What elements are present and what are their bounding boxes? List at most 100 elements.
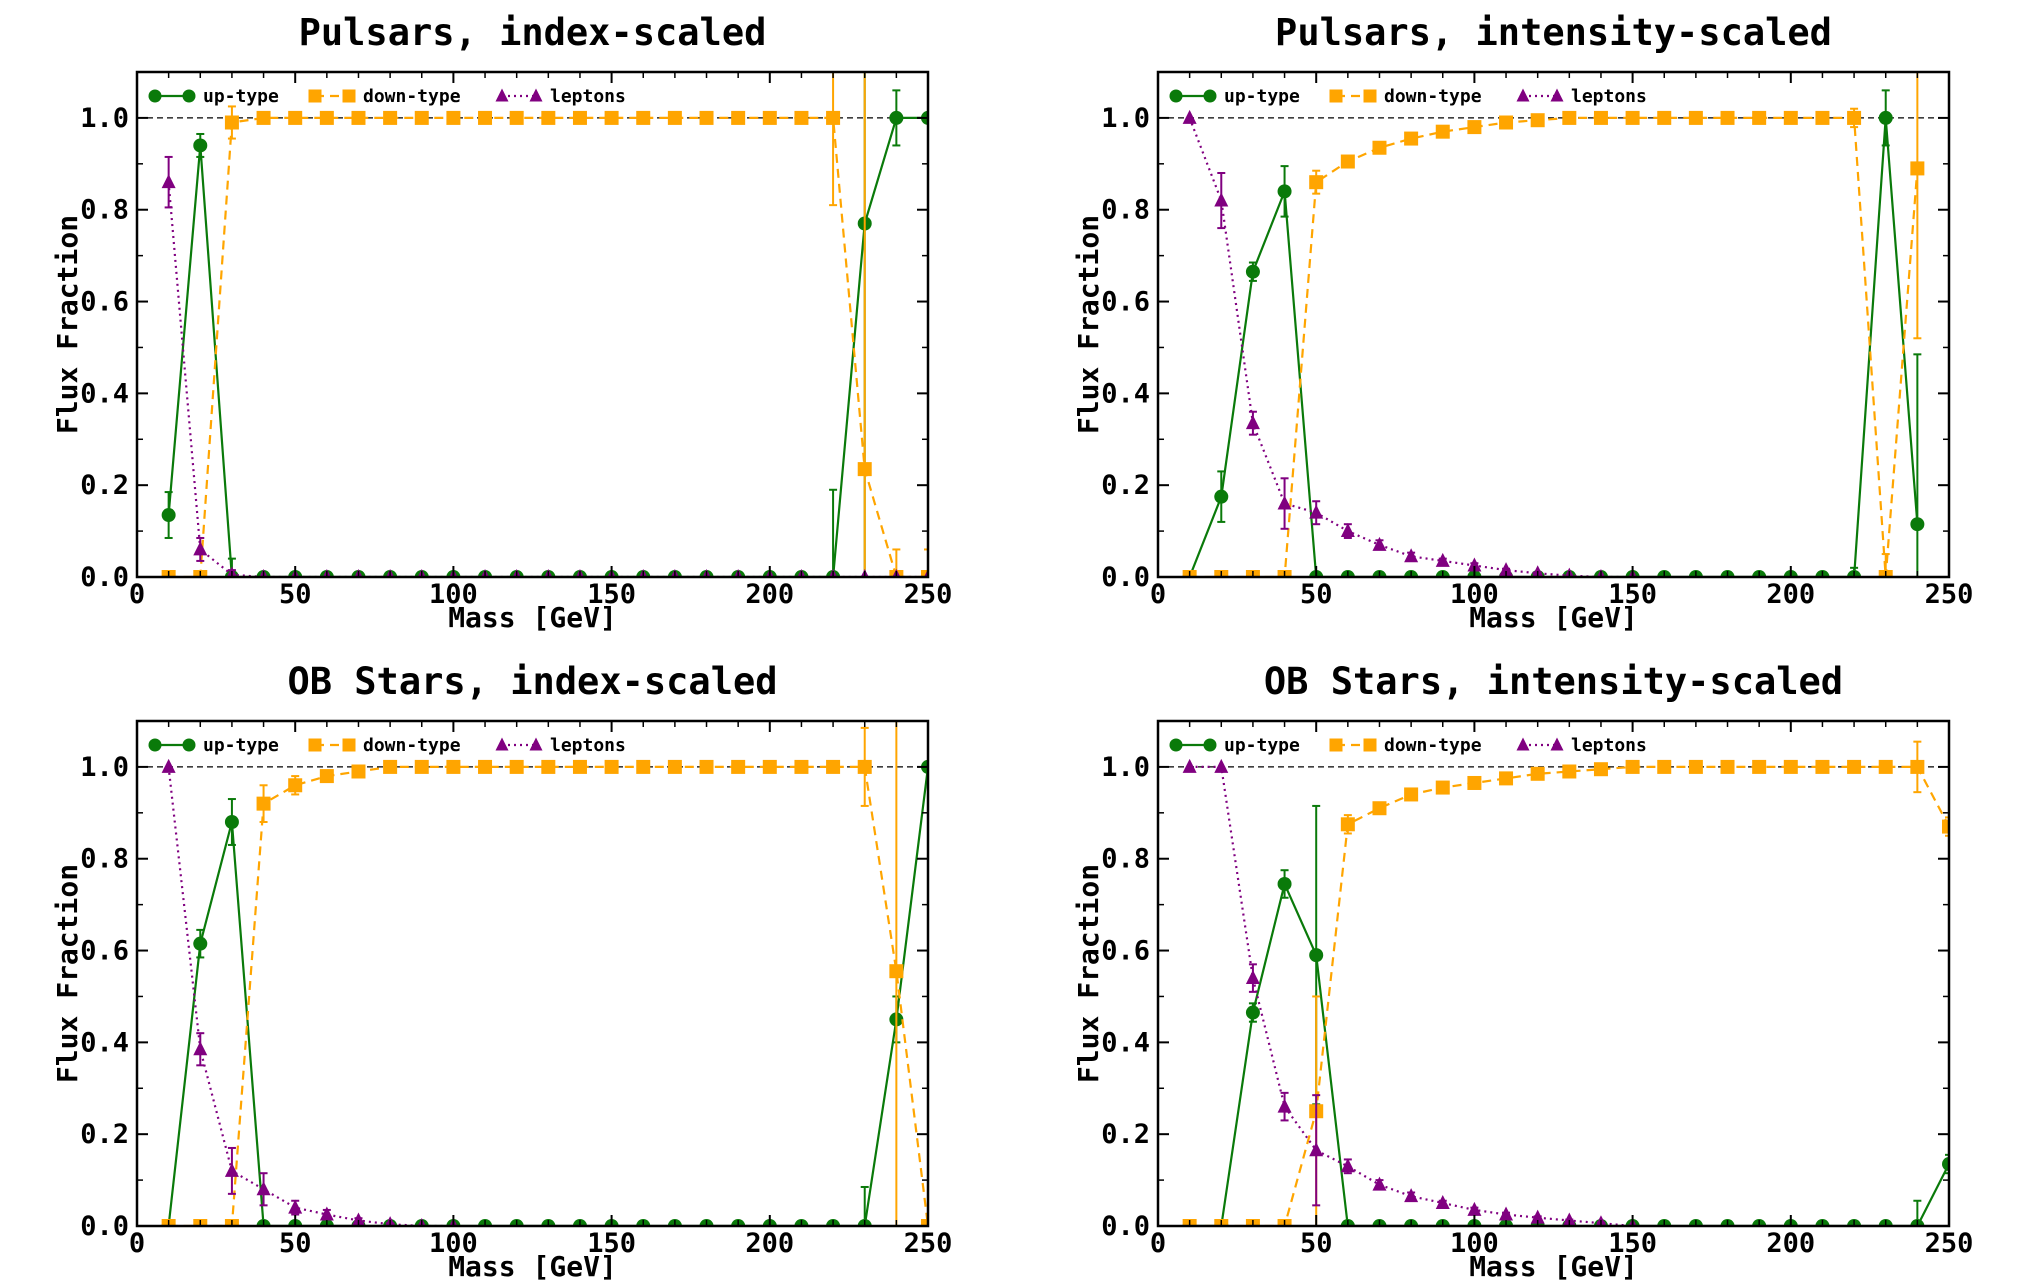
series-down: [161, 721, 928, 1226]
plot-area: [161, 72, 928, 577]
data-point: [1372, 801, 1387, 816]
x-tick-label: 100: [1450, 579, 1499, 610]
data-point: [921, 570, 928, 577]
data-point: [1340, 817, 1355, 832]
data-point: [1340, 523, 1355, 538]
legend-item-up: up-type: [148, 735, 279, 756]
data-point: [1435, 552, 1450, 567]
data-point: [319, 769, 334, 784]
legend-marker: [495, 88, 509, 102]
series-leptons: [161, 758, 458, 1226]
data-point: [1910, 161, 1925, 176]
data-point: [1530, 113, 1545, 128]
legend-label: leptons: [1571, 86, 1647, 107]
data-point: [794, 110, 809, 125]
data-point: [1783, 110, 1798, 125]
y-tick-label: 0.0: [1101, 1211, 1150, 1242]
y-tick-label: 0.6: [80, 287, 129, 318]
x-tick-label: 100: [429, 579, 478, 610]
x-tick-label: 250: [1925, 1228, 1974, 1259]
series-line: [168, 765, 928, 1226]
data-point: [1182, 109, 1197, 124]
series-up: [1182, 804, 1949, 1226]
legend-marker: [1169, 89, 1183, 103]
data-point: [1245, 1005, 1260, 1020]
data-point: [636, 759, 651, 774]
data-point: [1245, 970, 1260, 985]
data-point: [699, 759, 714, 774]
data-point: [288, 110, 303, 125]
data-point: [1910, 517, 1925, 532]
data-point: [1404, 787, 1419, 802]
data-point: [1467, 775, 1482, 790]
data-point: [1910, 759, 1925, 774]
data-point: [161, 758, 176, 773]
data-point: [1499, 115, 1514, 130]
data-point: [1404, 1188, 1419, 1203]
series-leptons: [1182, 109, 1637, 577]
data-point: [509, 759, 524, 774]
series-down: [161, 72, 928, 577]
legend-marker: [1363, 89, 1377, 103]
chart-panel-4: OB Stars, intensity-scaled 0 50 100 150 200 25…: [1072, 660, 1973, 1280]
data-point: [1435, 124, 1450, 139]
data-point: [604, 110, 619, 125]
x-tick-label: 0: [1150, 1228, 1166, 1259]
legend-label: up-type: [1224, 86, 1300, 107]
legend-label: up-type: [203, 86, 279, 107]
data-point: [1593, 762, 1608, 777]
data-point: [857, 759, 872, 774]
legend-marker: [342, 738, 356, 752]
legend-marker: [182, 89, 196, 103]
data-point: [762, 759, 777, 774]
series-line: [1188, 117, 1919, 577]
data-point: [667, 759, 682, 774]
data-point: [193, 138, 208, 153]
y-tick-label: 0.8: [1101, 844, 1150, 875]
data-point: [1942, 1157, 1949, 1172]
data-point: [1688, 110, 1703, 125]
x-tick-label: 200: [745, 1228, 794, 1259]
data-point: [1593, 110, 1608, 125]
data-point: [509, 110, 524, 125]
data-point: [1562, 1212, 1577, 1226]
x-axis-label: Mass [GeV]: [1469, 1250, 1638, 1280]
legend-marker: [1516, 88, 1530, 102]
data-point: [826, 759, 841, 774]
legend-marker: [1329, 738, 1343, 752]
data-point: [1847, 110, 1862, 125]
legend-item-leptons: leptons: [1516, 86, 1647, 107]
data-point: [256, 1181, 271, 1196]
y-tick-label: 0.6: [1101, 936, 1150, 967]
data-point: [762, 110, 777, 125]
legend-label: up-type: [203, 735, 279, 756]
plot-area: [161, 721, 928, 1226]
legend-marker: [1550, 88, 1564, 102]
data-point: [256, 110, 271, 125]
data-point: [1372, 1176, 1387, 1191]
legend-label: down-type: [1384, 86, 1482, 107]
data-point: [1688, 759, 1703, 774]
x-tick-label: 0: [129, 1228, 145, 1259]
legend-item-down: down-type: [308, 86, 461, 107]
plot-frame: [135, 719, 930, 1228]
series-line: [1189, 765, 1633, 1226]
legend-item-leptons: leptons: [1516, 735, 1647, 756]
legend-label: down-type: [1384, 735, 1482, 756]
chart-title: Pulsars, index-scaled: [299, 11, 767, 54]
data-point: [731, 759, 746, 774]
data-point: [889, 110, 904, 125]
x-tick-label: 250: [1925, 579, 1974, 610]
data-point: [224, 115, 239, 130]
y-tick-label: 0.4: [1101, 1027, 1150, 1058]
legend-item-up: up-type: [148, 86, 279, 107]
data-point: [351, 110, 366, 125]
legend-marker: [148, 738, 162, 752]
data-point: [1214, 758, 1229, 773]
data-point: [383, 110, 398, 125]
legend: up-type down-type leptons: [1169, 735, 1647, 756]
data-point: [224, 815, 239, 829]
plot-frame: [1156, 719, 1951, 1228]
data-point: [1309, 1142, 1324, 1157]
data-point: [351, 764, 366, 779]
